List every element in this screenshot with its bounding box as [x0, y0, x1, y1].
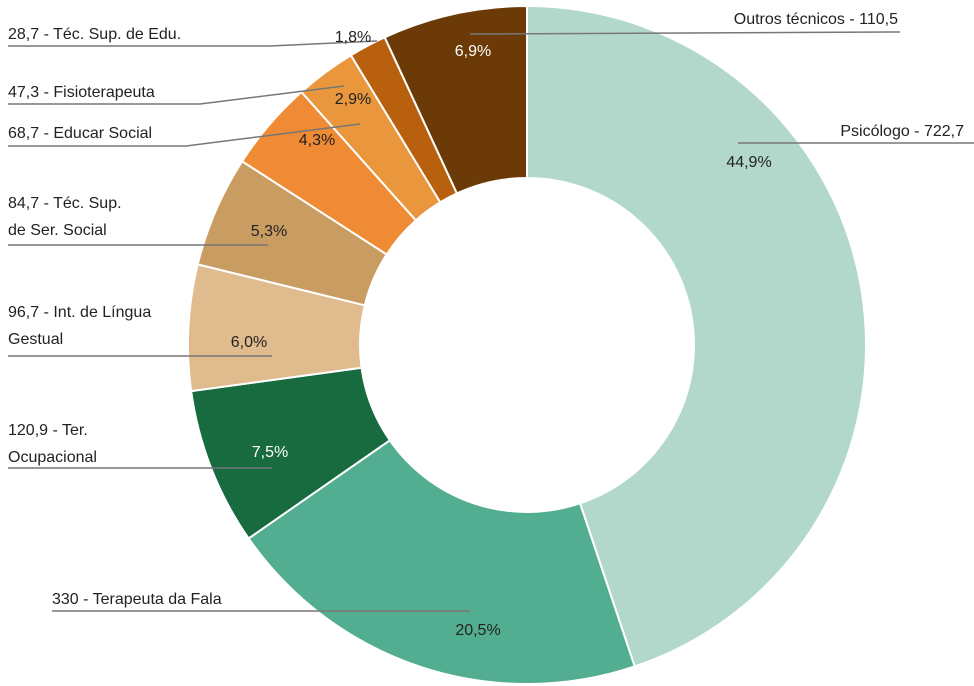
leader-line — [8, 85, 345, 105]
percent-label: 1,8% — [335, 29, 371, 46]
category-label: 330 - Terapeuta da Fala — [52, 591, 222, 608]
category-label: 28,7 - Téc. Sup. de Edu. — [8, 26, 182, 43]
leader-line — [8, 40, 378, 47]
category-label: 68,7 - Educar Social — [8, 125, 153, 142]
leader-line — [8, 123, 361, 147]
category-label: 47,3 - Fisioterapeuta — [8, 84, 155, 101]
percent-label: 20,5% — [455, 622, 500, 639]
category-label: 96,7 - Int. de Língua Gestual — [8, 304, 152, 348]
percent-label: 6,9% — [455, 43, 491, 60]
percent-label: 4,3% — [299, 132, 335, 149]
percent-label: 2,9% — [335, 91, 371, 108]
category-label: Outros técnicos - 110,5 — [733, 11, 898, 28]
category-label: 120,9 - Ter. Ocupacional — [8, 422, 97, 466]
leader-line — [469, 31, 901, 35]
percent-label: 5,3% — [251, 223, 287, 240]
percent-label: 44,9% — [726, 154, 771, 171]
donut-slice — [526, 4, 867, 668]
percent-label: 7,5% — [252, 444, 288, 461]
donut-slice — [383, 4, 528, 195]
percent-label: 6,0% — [231, 334, 267, 351]
category-label: Psicólogo - 722,7 — [840, 123, 964, 140]
category-label: 84,7 - Téc. Sup. de Ser. Social — [8, 195, 122, 239]
donut-slice — [247, 438, 636, 685]
